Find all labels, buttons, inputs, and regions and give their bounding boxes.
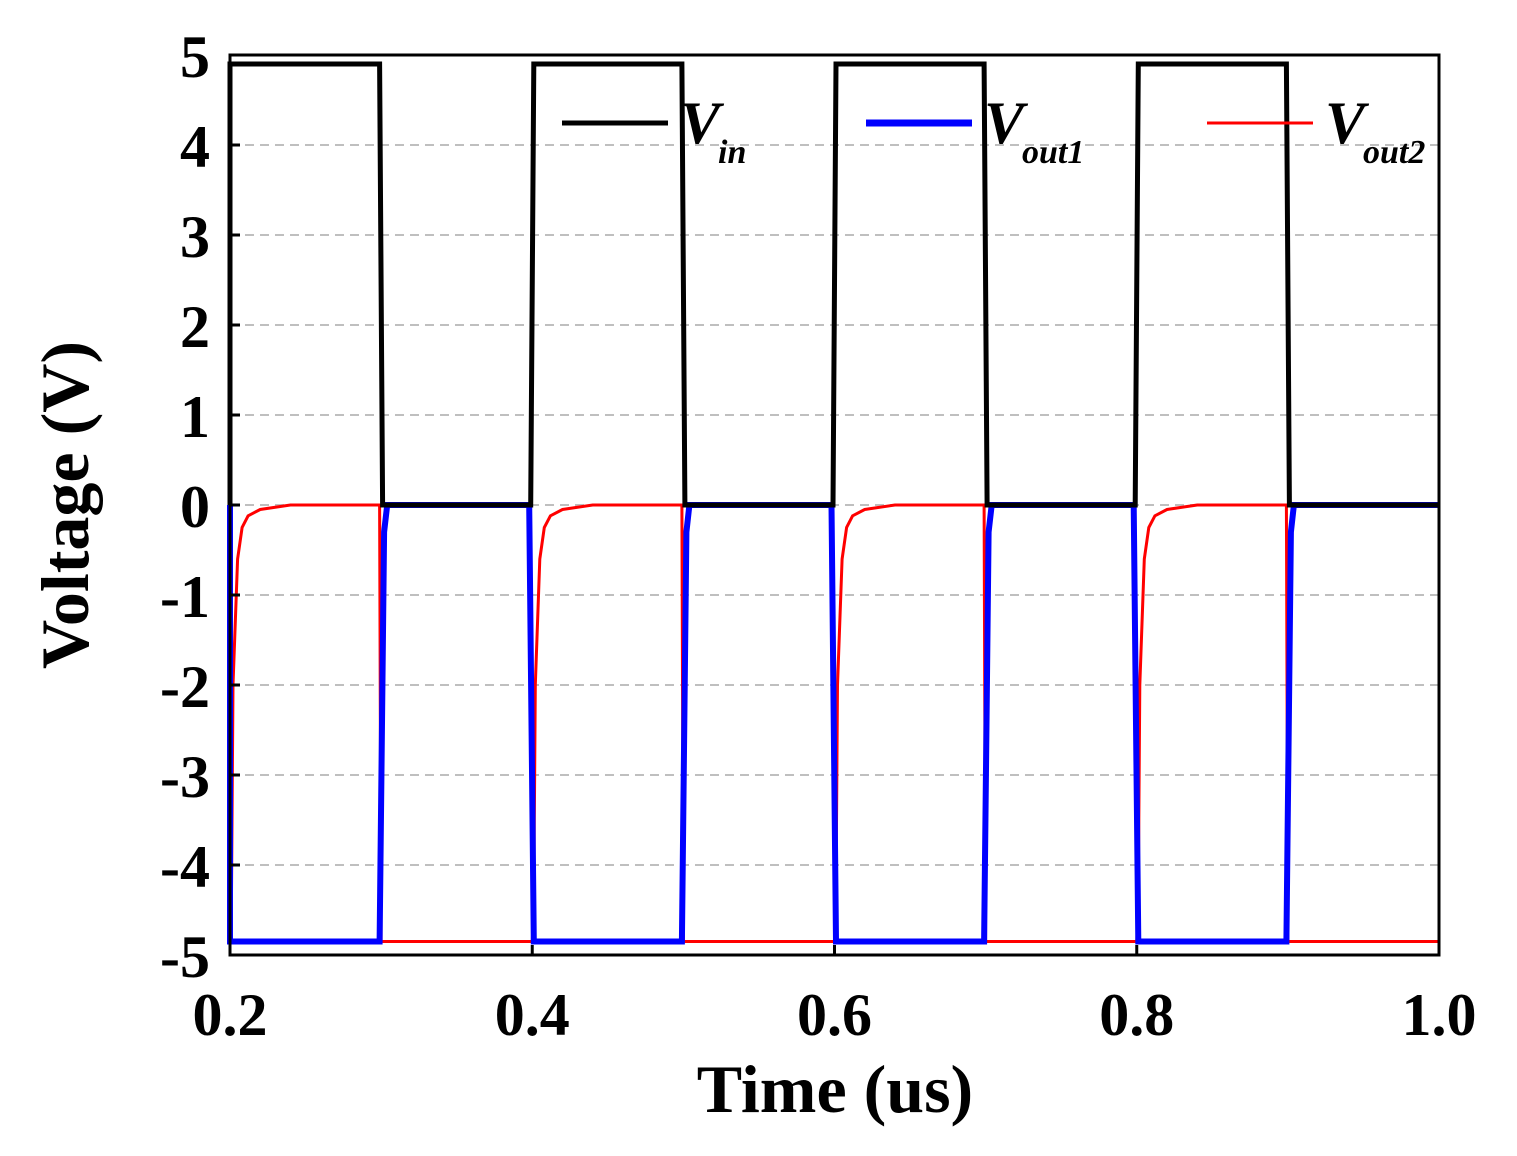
legend-subscript-v-in: in xyxy=(718,134,746,171)
legend-label-v-out1: V xyxy=(984,90,1029,156)
y-tick-label: 0 xyxy=(180,474,210,540)
y-tick-label: 3 xyxy=(180,204,210,270)
x-tick-label: 0.4 xyxy=(495,982,570,1048)
y-tick-label: -1 xyxy=(160,564,210,630)
x-tick-label: 1.0 xyxy=(1402,982,1477,1048)
legend-subscript-v-out2: out2 xyxy=(1363,134,1425,171)
y-tick-label: 2 xyxy=(180,294,210,360)
legend-label-v-in: V xyxy=(680,90,725,156)
series-line-v-out1 xyxy=(227,502,1439,945)
legend-subscript-v-out1: out1 xyxy=(1022,134,1084,171)
x-axis-title: Time (us) xyxy=(697,1051,973,1127)
x-tick-label: 0.8 xyxy=(1099,982,1174,1048)
x-tick-label: 0.2 xyxy=(193,982,268,1048)
y-tick-label: -4 xyxy=(160,834,210,900)
y-tick-label: 4 xyxy=(180,114,210,180)
y-tick-label: 1 xyxy=(180,384,210,450)
legend-label-v-out2: V xyxy=(1325,90,1370,156)
y-tick-label: 5 xyxy=(180,24,210,90)
series-line-v-in xyxy=(227,61,1439,508)
y-tick-label: -5 xyxy=(160,924,210,990)
y-tick-label: -3 xyxy=(160,744,210,810)
y-tick-label: -2 xyxy=(160,654,210,720)
series-layer xyxy=(227,61,1439,945)
axis-layer: 5 4 3 2 1 0 -1 -2 -3 -4 -50.2 0.4 0.6 0.8 1.0 xyxy=(160,24,1476,1048)
x-tick-label: 0.6 xyxy=(797,982,872,1048)
y-axis-title: Voltage (V) xyxy=(27,341,103,669)
